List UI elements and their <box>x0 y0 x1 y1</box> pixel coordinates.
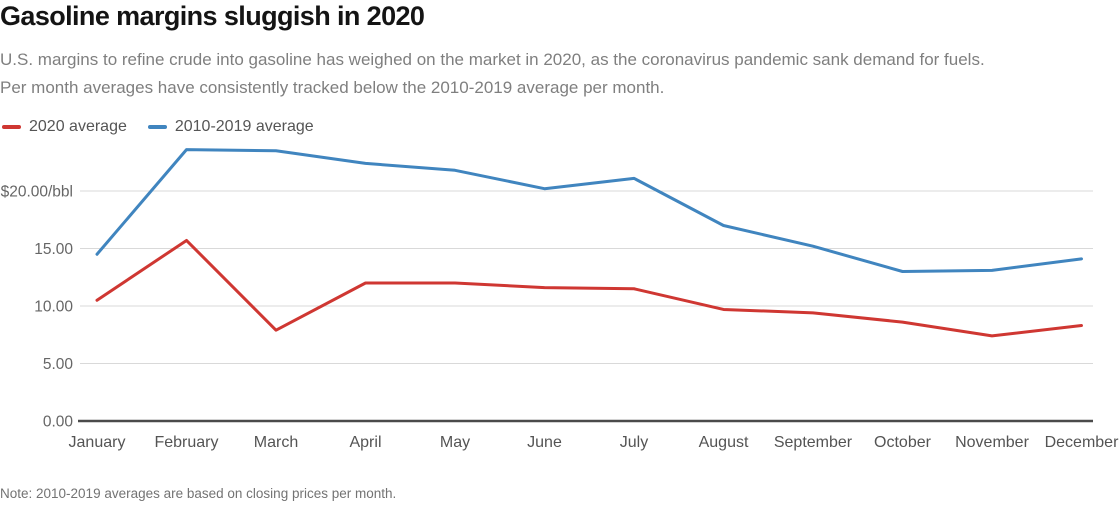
x-tick-label-may: May <box>440 434 470 451</box>
x-tick-label-february: February <box>154 434 218 451</box>
chart-subtitle: U.S. margins to refine crude into gasoli… <box>0 46 985 102</box>
x-tick-label-june: June <box>527 434 562 451</box>
series-line-2010-2019-average <box>95 148 1083 273</box>
legend-label-2020-average: 2020 average <box>29 118 127 135</box>
y-tick-label-5: 5.00 <box>43 356 74 373</box>
legend-item-2010-2019-average: 2010-2019 average <box>147 118 314 136</box>
chart-title: Gasoline margins sluggish in 2020 <box>0 1 425 31</box>
x-tick-label-july: July <box>620 434 648 451</box>
x-tick-label-january: January <box>69 434 126 451</box>
legend-item-2020-average: 2020 average <box>2 118 127 136</box>
x-tick-label-october: October <box>874 434 932 451</box>
series-line-2020-average <box>95 238 1083 338</box>
y-tick-label-0: 0.00 <box>43 414 74 431</box>
y-tick-label-10: 10.00 <box>34 299 73 316</box>
legend-swatch-2010-2019-average <box>147 125 167 129</box>
x-tick-label-september: September <box>774 434 853 451</box>
subtitle-line-1: U.S. margins to refine crude into gasoli… <box>0 50 985 69</box>
x-tick-label-august: August <box>699 434 749 451</box>
chart-legend: 2020 average 2010-2019 average <box>2 118 314 136</box>
legend-swatch-2020-average <box>2 125 21 129</box>
y-tick-label-20: $20.00/bbl <box>1 184 73 201</box>
y-tick-label-15: 15.00 <box>34 241 73 258</box>
x-tick-label-december: December <box>1045 434 1119 451</box>
x-tick-label-november: November <box>955 434 1029 451</box>
x-tick-label-march: March <box>254 434 298 451</box>
footnote: Note: 2010-2019 averages are based on cl… <box>0 486 397 501</box>
legend-label-2010-2019-average: 2010-2019 average <box>174 118 314 135</box>
x-tick-label-april: April <box>349 434 381 451</box>
subtitle-line-2: Per month averages have consistently tra… <box>0 78 665 97</box>
